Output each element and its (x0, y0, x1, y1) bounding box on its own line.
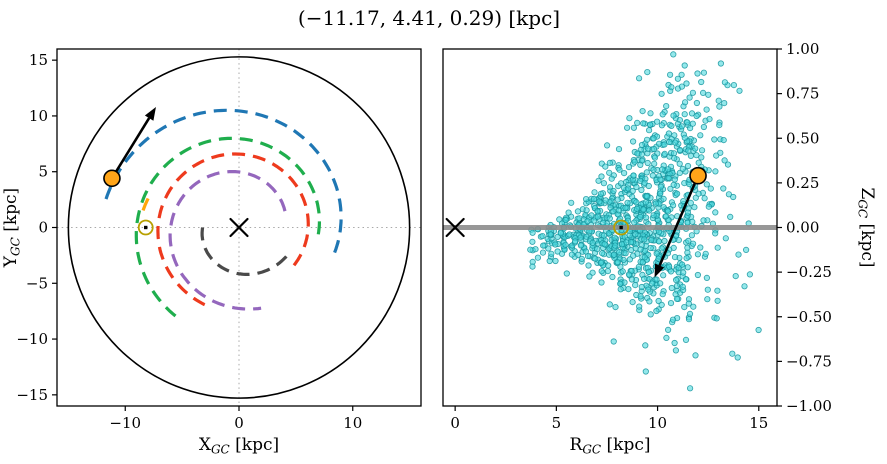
galactic-center-marker (229, 217, 249, 238)
svg-text:0: 0 (234, 414, 244, 432)
svg-text:0.25: 0.25 (786, 174, 819, 192)
galactic-center-marker (445, 217, 465, 238)
svg-text:−1.00: −1.00 (786, 397, 832, 415)
sun-marker (613, 219, 630, 236)
tick-labels: 0 5 10 15 1.00 0.75 0.50 0.25 0.00 −0.25 −0.50 −0.7… (450, 40, 832, 432)
svg-text:0: 0 (38, 219, 48, 237)
spiral-arm-sag-car (156, 152, 310, 309)
svg-text:0: 0 (450, 414, 460, 432)
velocity-arrow (654, 175, 700, 278)
x-axis-label: RGC [kpc] (570, 435, 651, 457)
zero-crosshair (57, 49, 421, 406)
x-axis-label: XGC [kpc] (199, 435, 279, 457)
svg-text:10: 10 (29, 107, 48, 125)
spiral-arm-scutum (168, 170, 287, 311)
spiral-arms (104, 108, 343, 318)
sun-marker (137, 219, 154, 236)
target-object-marker (103, 169, 121, 188)
svg-text:0.75: 0.75 (786, 85, 819, 103)
svg-text:−0.50: −0.50 (786, 308, 832, 326)
galaxy-boundary-circle (67, 56, 411, 399)
axis-ticks (454, 48, 782, 411)
svg-text:−5: −5 (26, 274, 48, 292)
axis-ticks (52, 59, 354, 411)
spiral-arm-local (139, 197, 150, 218)
svg-text:15: 15 (749, 414, 768, 432)
y-axis-label: YGC [kpc] (1, 188, 23, 268)
svg-text:0.00: 0.00 (786, 219, 819, 237)
svg-text:−15: −15 (16, 386, 48, 404)
target-object-marker (689, 166, 707, 185)
svg-text:5: 5 (38, 163, 48, 181)
scatter-points (527, 51, 762, 392)
r-z-plane: 0 5 10 15 1.00 0.75 0.50 0.25 0.00 −0.25 −0.50 −0.7… (442, 40, 878, 457)
svg-text:−0.25: −0.25 (786, 263, 832, 281)
figure-title: (−11.17, 4.41, 0.29) [kpc] (297, 6, 561, 30)
svg-text:5: 5 (552, 414, 562, 432)
galactic-plane-xy: −10 0 10 15 10 5 0 −5 −10 −15 XGC [kpc] YGC [kpc] (1, 48, 422, 457)
svg-text:−0.75: −0.75 (786, 352, 832, 370)
svg-text:0.50: 0.50 (786, 129, 819, 147)
svg-text:10: 10 (343, 414, 362, 432)
svg-text:10: 10 (648, 414, 667, 432)
svg-text:−10: −10 (16, 330, 48, 348)
spiral-arm-perseus (134, 136, 321, 318)
spiral-arm-outer (104, 108, 343, 254)
velocity-arrow (110, 107, 156, 179)
y-axis-label: ZGC [kpc] (856, 188, 878, 268)
svg-text:15: 15 (29, 51, 48, 69)
tick-labels: −10 0 10 15 10 5 0 −5 −10 −15 (16, 51, 362, 432)
svg-text:1.00: 1.00 (786, 40, 819, 58)
svg-text:−10: −10 (109, 414, 141, 432)
